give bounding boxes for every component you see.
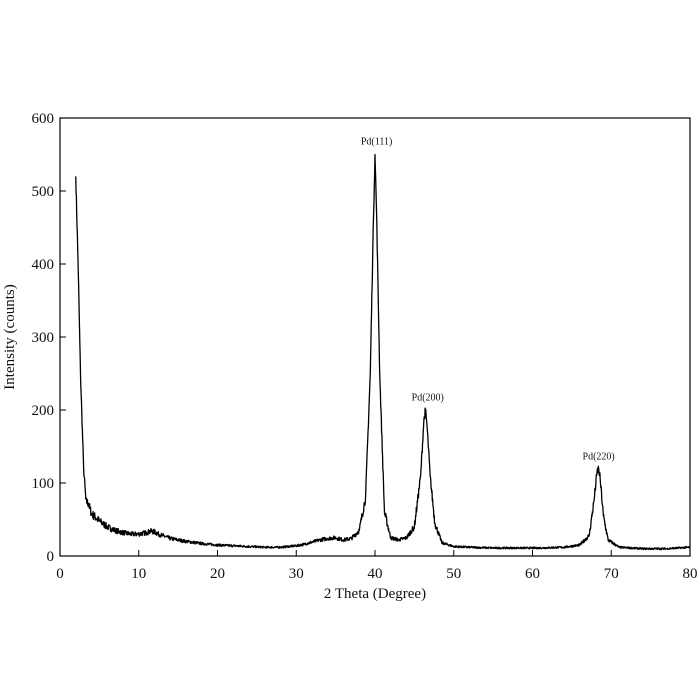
x-tick-label: 60 [525, 566, 540, 582]
y-tick-label: 300 [32, 330, 55, 346]
y-tick-label: 500 [32, 184, 55, 200]
x-tick-label: 30 [289, 566, 304, 582]
peak-label: Pd(220) [583, 452, 615, 463]
y-tick-label: 200 [32, 403, 55, 419]
x-tick-label: 50 [446, 566, 461, 582]
y-tick-label: 100 [32, 476, 55, 492]
y-tick-label: 400 [32, 257, 55, 273]
x-tick-label: 70 [604, 566, 619, 582]
peak-annotations: Pd(111) Pd(200) Pd(220) [361, 136, 615, 462]
x-tick-label: 80 [683, 566, 698, 582]
x-tick-label: 0 [56, 566, 64, 582]
tick-labels: 0 10 20 30 40 50 60 70 80 0 100 200 300 400 500 600 [32, 111, 698, 582]
peak-label: Pd(200) [412, 393, 444, 404]
x-tick-label: 10 [131, 566, 146, 582]
y-tick-label: 600 [32, 111, 55, 127]
series-line [75, 153, 691, 551]
x-tick-label: 20 [210, 566, 225, 582]
x-axis-label: 2 Theta (Degree) [324, 586, 426, 602]
axis-ticks [59, 117, 691, 557]
peak-label: Pd(111) [361, 136, 392, 147]
x-tick-label: 40 [368, 566, 383, 582]
y-axis-label: Intensity (counts) [2, 284, 18, 389]
y-tick-label: 0 [47, 549, 55, 565]
